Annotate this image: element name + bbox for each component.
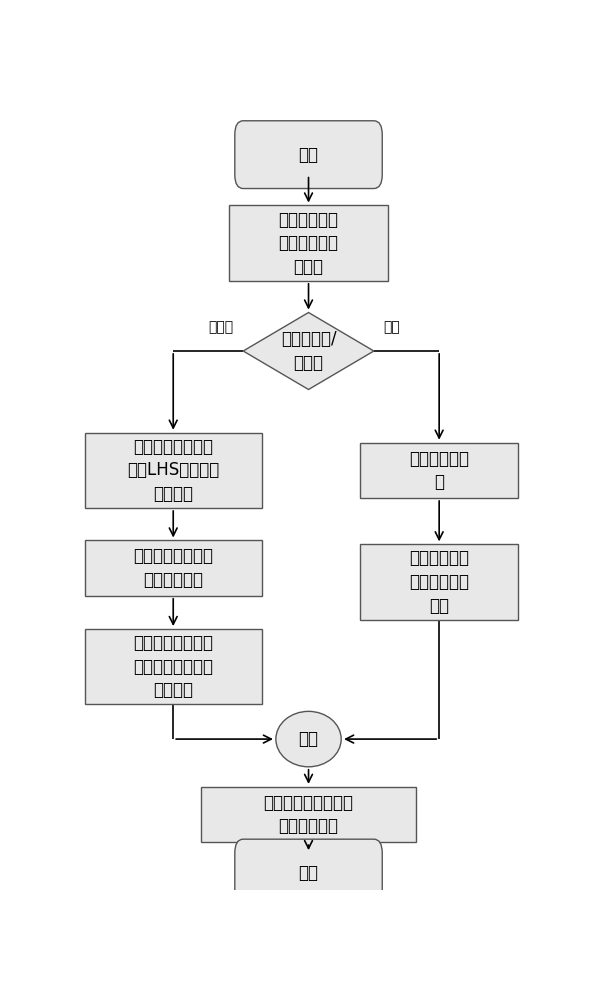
FancyBboxPatch shape [360, 443, 518, 498]
FancyBboxPatch shape [235, 839, 382, 907]
Text: 对相关风速及独立
风速LHS采样得到
风速样本: 对相关风速及独立 风速LHS采样得到 风速样本 [127, 438, 219, 503]
FancyBboxPatch shape [229, 205, 388, 281]
Text: 风电场: 风电场 [209, 320, 234, 334]
Text: 负荷: 负荷 [383, 320, 400, 334]
Text: 解析法处理负
荷: 解析法处理负 荷 [409, 450, 469, 491]
Text: 开始: 开始 [299, 146, 318, 164]
Ellipse shape [276, 711, 341, 767]
FancyBboxPatch shape [84, 540, 262, 596]
FancyBboxPatch shape [235, 121, 382, 189]
FancyBboxPatch shape [201, 787, 416, 842]
Text: 离散点拟合得出风
电场总出力的概率
密度曲线: 离散点拟合得出风 电场总出力的概率 密度曲线 [133, 634, 213, 699]
FancyBboxPatch shape [84, 629, 262, 704]
Text: 由风速样本得出总
风电功率样本: 由风速样本得出总 风电功率样本 [133, 547, 213, 589]
Text: 结束: 结束 [299, 864, 318, 882]
FancyBboxPatch shape [360, 544, 518, 620]
Text: 卷积: 卷积 [299, 730, 318, 748]
Text: 得到线路流动功率的
概率密度函数: 得到线路流动功率的 概率密度函数 [264, 794, 353, 835]
Polygon shape [243, 312, 374, 390]
Text: 风电场出力/
负荷？: 风电场出力/ 负荷？ [281, 330, 337, 372]
Text: 直流潮流得出
线路流动功率
表达式: 直流潮流得出 线路流动功率 表达式 [279, 211, 338, 276]
Text: 直接得出总负
荷的概率密度
函数: 直接得出总负 荷的概率密度 函数 [409, 549, 469, 615]
FancyBboxPatch shape [84, 433, 262, 508]
